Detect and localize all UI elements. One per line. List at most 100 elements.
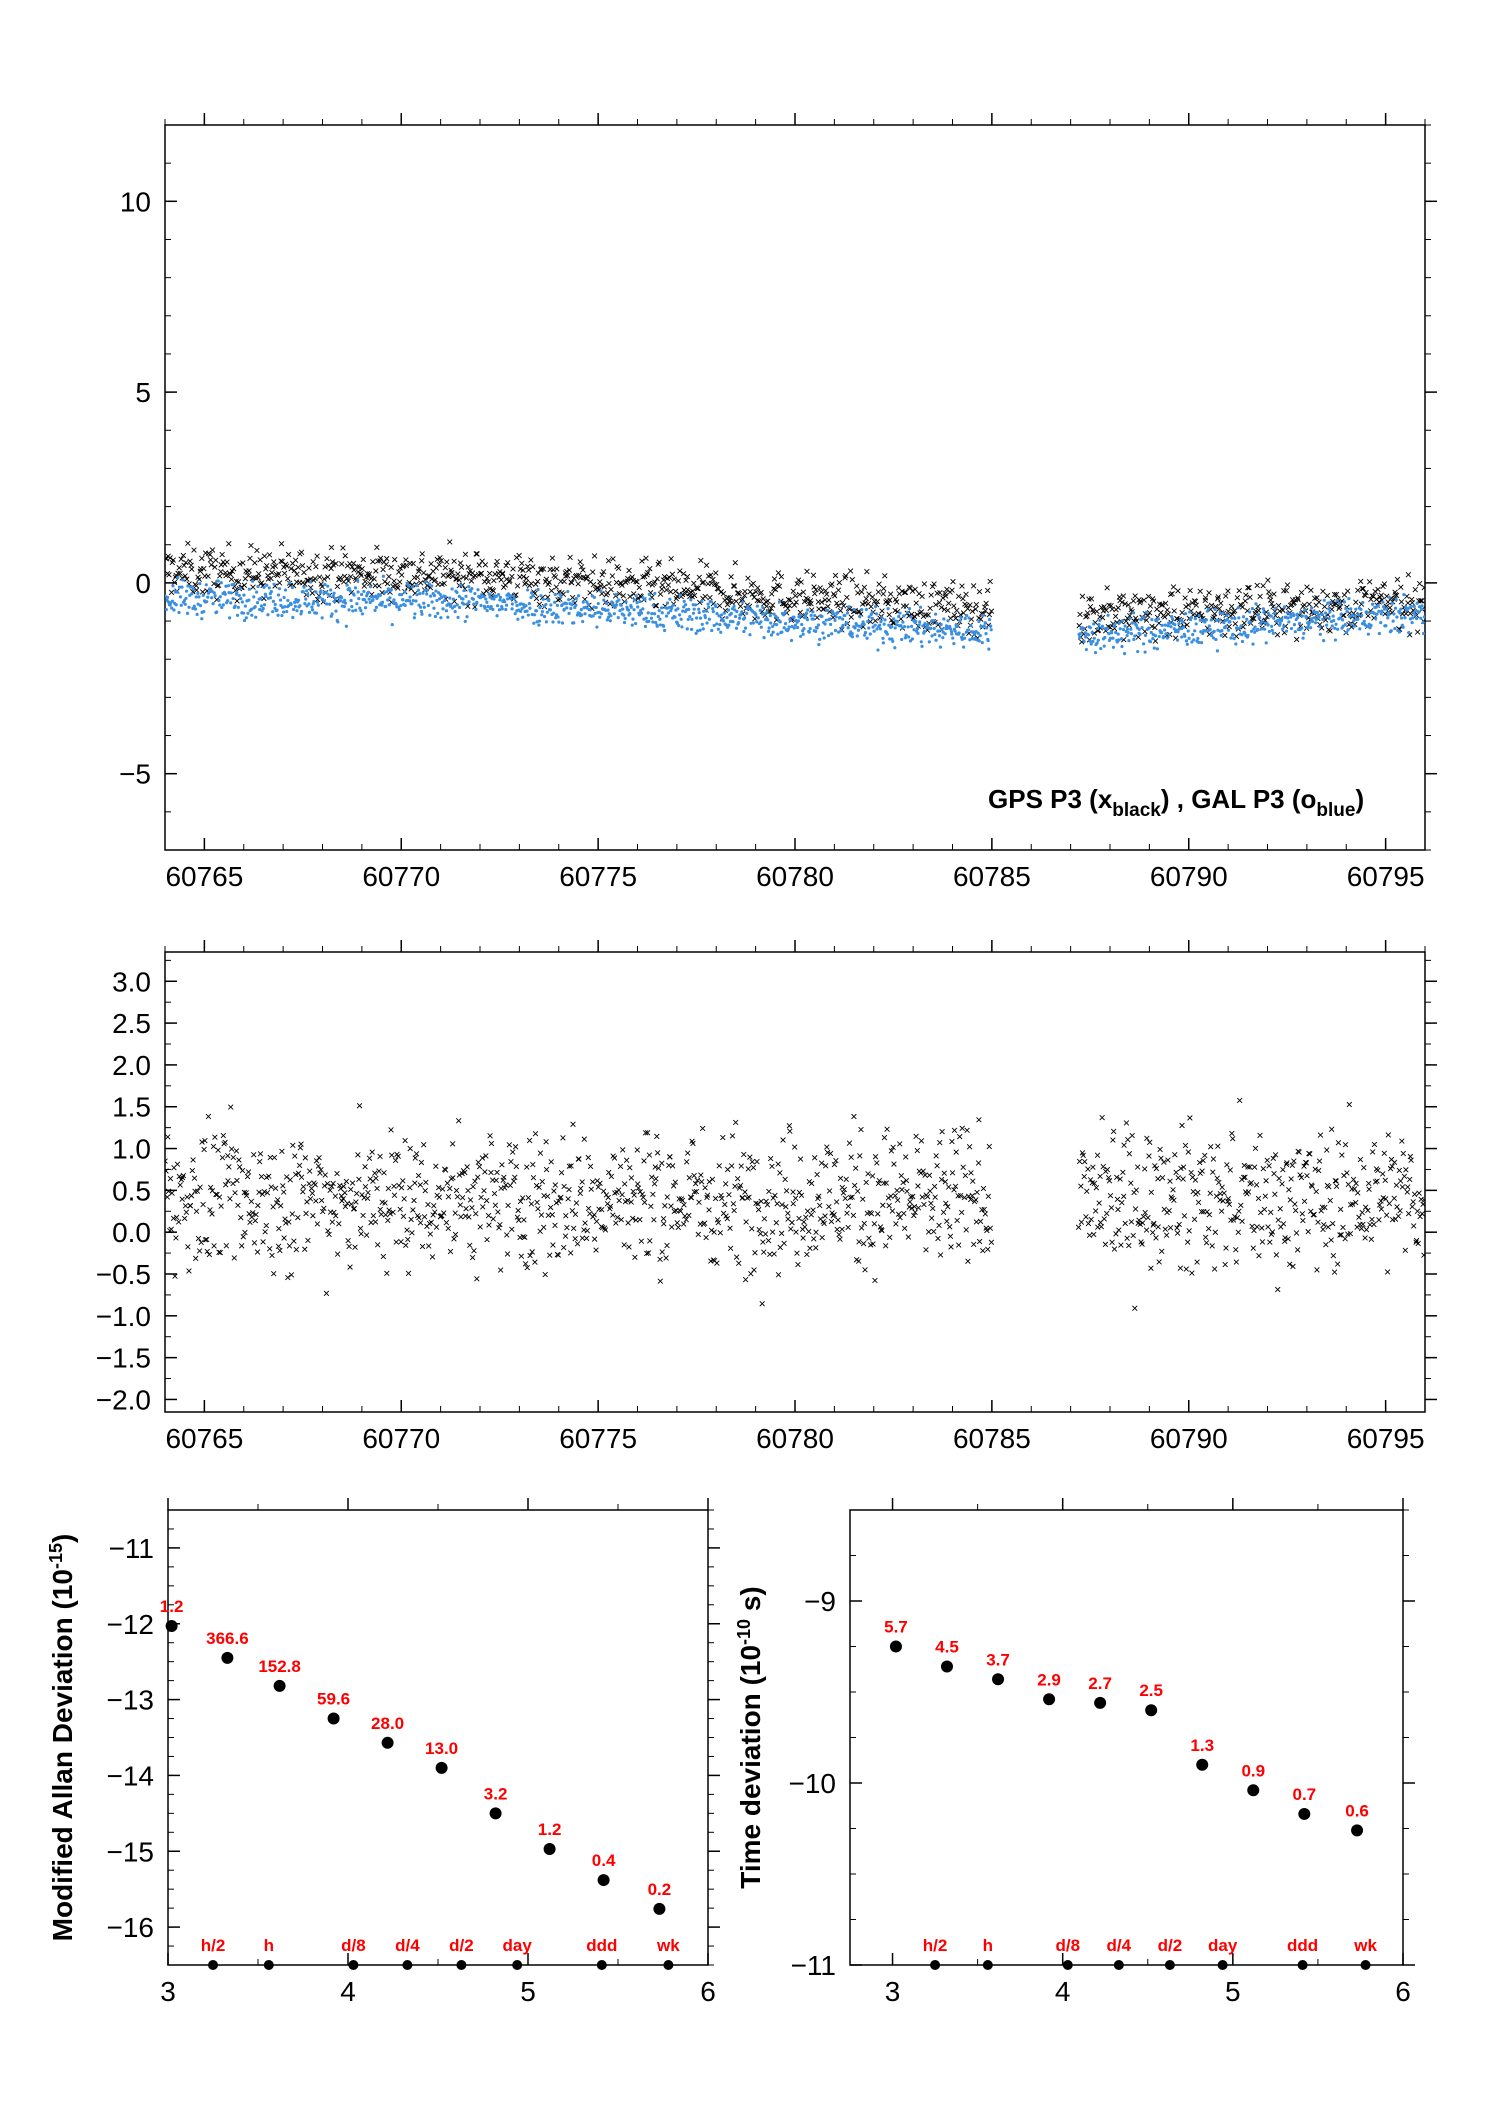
data-point (1098, 1223, 1105, 1230)
data-point (198, 1239, 204, 1246)
data-point (1088, 639, 1092, 643)
data-point (463, 1206, 469, 1212)
data-point (1328, 1237, 1334, 1243)
data-point (276, 613, 280, 617)
data-point (255, 1202, 261, 1209)
data-point (798, 1192, 805, 1198)
data-point (702, 609, 706, 613)
data-point (698, 628, 702, 632)
data-point (356, 1103, 363, 1109)
data-point (204, 583, 208, 587)
data-point (1339, 1152, 1345, 1158)
data-point (415, 1172, 422, 1179)
data-point (868, 632, 872, 636)
data-point (398, 1239, 404, 1245)
data-point (253, 1211, 259, 1218)
data-point (1217, 618, 1221, 622)
data-point (514, 600, 518, 604)
data-point (1264, 613, 1270, 620)
data-point (796, 1215, 802, 1222)
data-point (381, 1170, 387, 1176)
data-point (1248, 620, 1252, 624)
data-point (1183, 634, 1187, 638)
data-point (931, 581, 937, 587)
data-point (708, 580, 715, 587)
data-point (566, 567, 573, 573)
data-point (498, 598, 502, 602)
data-point (499, 571, 506, 578)
data-point (868, 1210, 875, 1217)
data-point (380, 566, 386, 573)
data-point (476, 562, 482, 568)
data-point (227, 616, 232, 620)
data-point (1421, 1252, 1425, 1258)
data-point (716, 627, 720, 631)
data-point (1286, 616, 1290, 620)
data-point (342, 1190, 348, 1196)
data-point (177, 1182, 183, 1188)
data-point (1136, 1217, 1142, 1223)
data-point (1122, 1220, 1128, 1227)
data-point (811, 610, 815, 614)
data-point (277, 587, 282, 591)
data-point (1115, 1206, 1121, 1213)
data-point (401, 1196, 407, 1202)
data-point (1254, 602, 1258, 606)
data-point (1292, 623, 1297, 627)
data-point (822, 588, 829, 594)
data-point (937, 629, 941, 633)
data-point (1283, 1161, 1290, 1168)
data-point (1215, 1143, 1221, 1149)
data-point (1387, 605, 1393, 611)
data-point (290, 1142, 296, 1149)
data-point (613, 1220, 619, 1226)
data-point (1416, 580, 1423, 587)
data-point (424, 579, 428, 584)
data-point (1180, 1176, 1186, 1182)
data-point (389, 587, 393, 592)
data-point (759, 620, 763, 624)
data-point (1267, 1239, 1273, 1245)
data-point (1173, 1169, 1179, 1176)
data-point (541, 597, 545, 601)
data-point (584, 573, 591, 580)
point-label: 366.6 (206, 1629, 249, 1648)
data-point (729, 1133, 736, 1139)
data-point (653, 1902, 666, 1915)
data-point (913, 600, 919, 606)
data-point (250, 574, 257, 581)
data-point (510, 566, 516, 572)
data-point (175, 590, 179, 594)
data-point (1391, 1159, 1398, 1166)
data-point (785, 596, 792, 603)
data-point (1231, 632, 1235, 636)
data-point (269, 589, 273, 594)
data-point (239, 1167, 246, 1174)
data-point (326, 584, 330, 588)
data-point (1287, 620, 1291, 624)
data-point (344, 575, 350, 582)
data-point (818, 589, 825, 595)
legend-text_mid: ) , GAL P3 (o (1161, 784, 1317, 814)
data-point (437, 554, 443, 561)
data-point (532, 621, 536, 625)
data-point (627, 593, 633, 600)
data-point (515, 1207, 521, 1214)
data-point (564, 573, 571, 579)
data-point (682, 605, 686, 609)
data-point (203, 1236, 210, 1243)
data-point (710, 576, 716, 583)
data-point (797, 1156, 804, 1162)
data-point (890, 625, 894, 629)
data-point (212, 564, 218, 570)
data-point (239, 596, 243, 601)
data-point (706, 602, 710, 606)
data-point (728, 619, 733, 624)
data-point (304, 577, 310, 584)
data-point (1117, 621, 1122, 625)
data-point (506, 1142, 513, 1148)
data-point (919, 1194, 925, 1200)
data-point (659, 606, 664, 610)
data-point (612, 612, 616, 616)
data-point (465, 564, 472, 570)
